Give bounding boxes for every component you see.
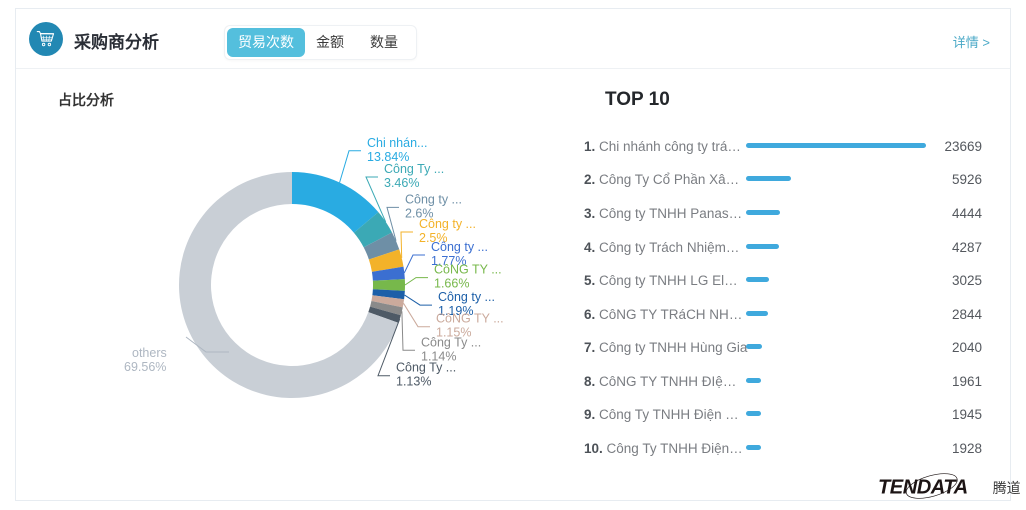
svg-text:TENDATA: TENDATA xyxy=(878,477,968,499)
svg-text:腾道: 腾道 xyxy=(993,480,1021,496)
